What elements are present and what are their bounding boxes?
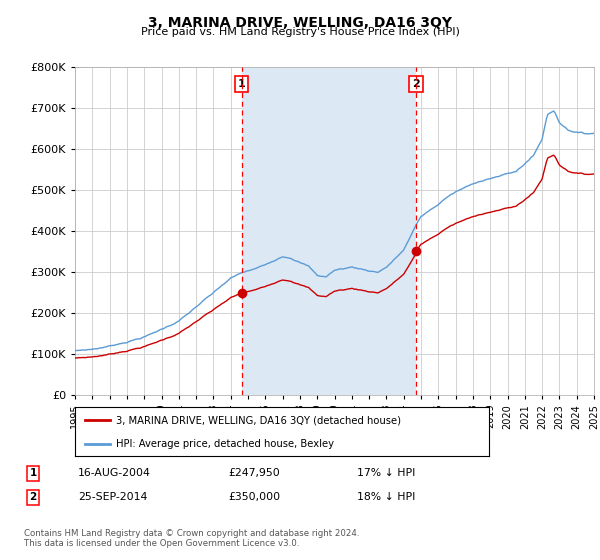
Text: 2: 2	[29, 492, 37, 502]
Text: 3, MARINA DRIVE, WELLING, DA16 3QY: 3, MARINA DRIVE, WELLING, DA16 3QY	[148, 16, 452, 30]
Text: 17% ↓ HPI: 17% ↓ HPI	[357, 468, 415, 478]
Text: Contains HM Land Registry data © Crown copyright and database right 2024.
This d: Contains HM Land Registry data © Crown c…	[24, 529, 359, 548]
Text: 18% ↓ HPI: 18% ↓ HPI	[357, 492, 415, 502]
Text: Price paid vs. HM Land Registry's House Price Index (HPI): Price paid vs. HM Land Registry's House …	[140, 27, 460, 37]
Text: HPI: Average price, detached house, Bexley: HPI: Average price, detached house, Bexl…	[116, 439, 334, 449]
Text: 2: 2	[412, 78, 420, 88]
Text: 3, MARINA DRIVE, WELLING, DA16 3QY (detached house): 3, MARINA DRIVE, WELLING, DA16 3QY (deta…	[116, 416, 401, 426]
Text: £350,000: £350,000	[228, 492, 280, 502]
Text: 25-SEP-2014: 25-SEP-2014	[78, 492, 148, 502]
Bar	[242, 67, 416, 395]
Text: 1: 1	[238, 78, 245, 88]
Text: £247,950: £247,950	[228, 468, 280, 478]
Text: 1: 1	[29, 468, 37, 478]
Text: 16-AUG-2004: 16-AUG-2004	[78, 468, 151, 478]
